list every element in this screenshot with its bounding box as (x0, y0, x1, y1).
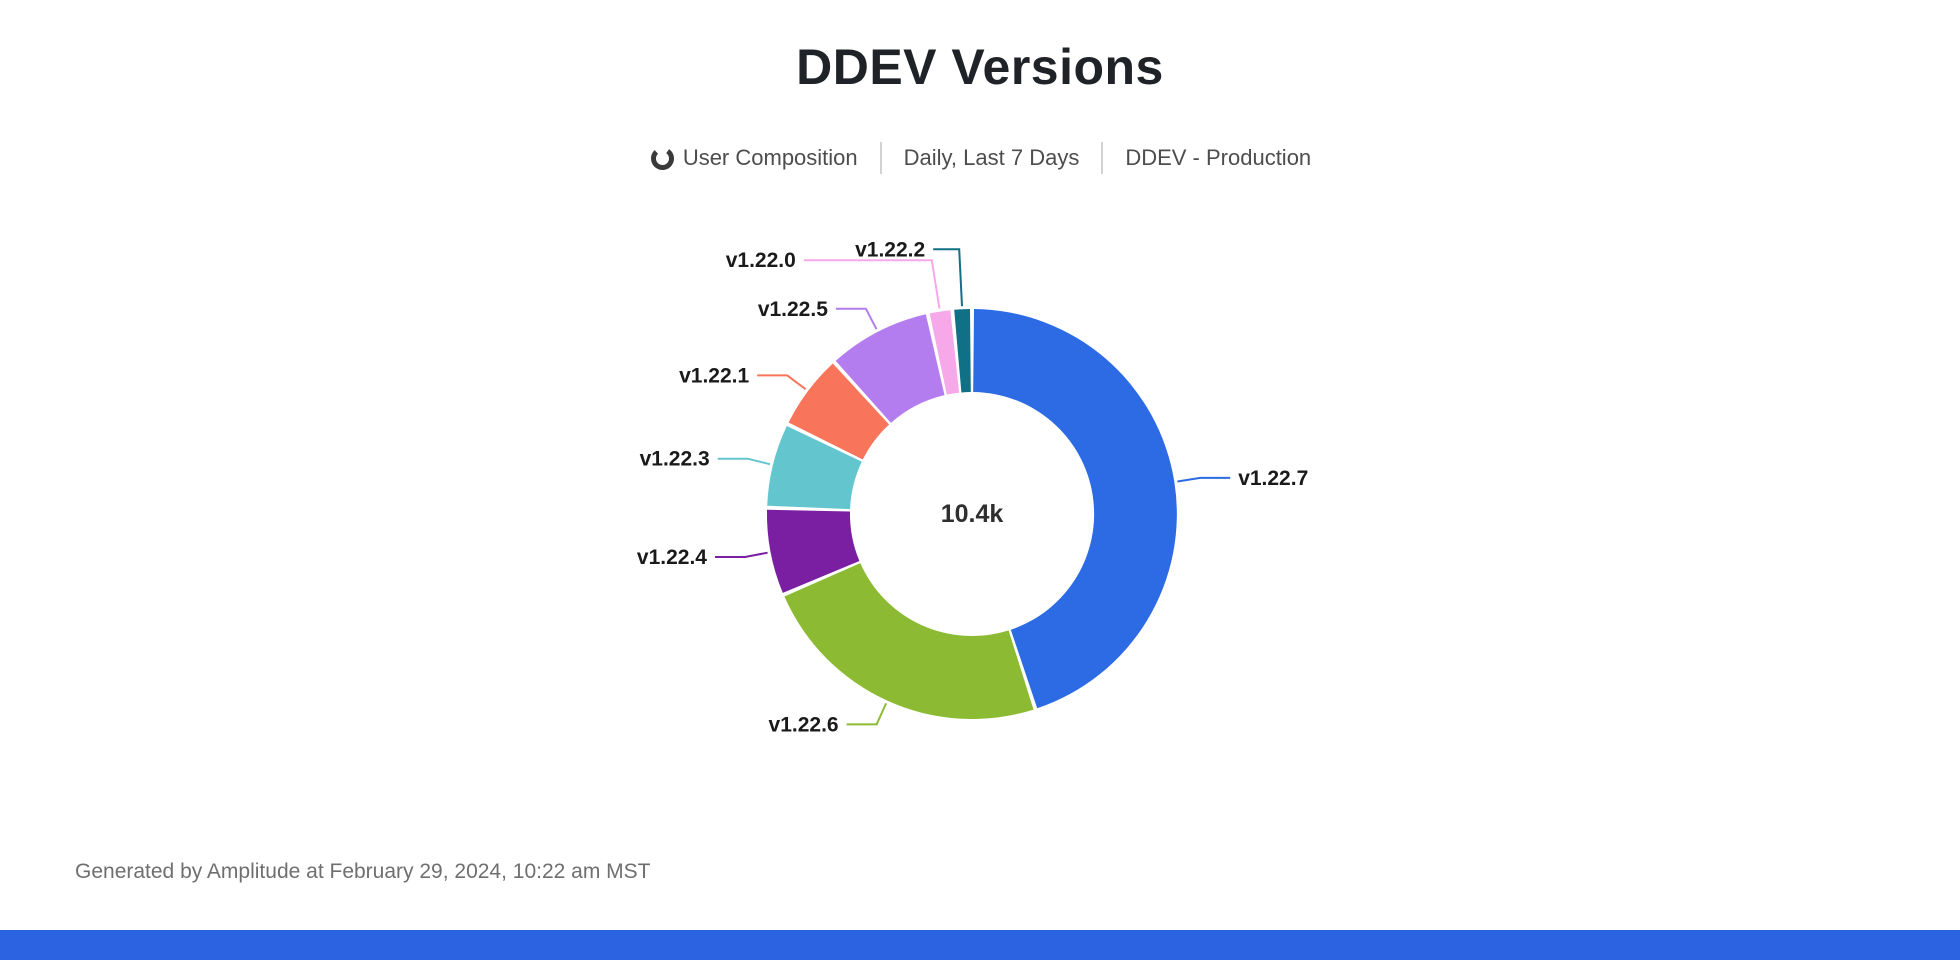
page-title: DDEV Versions (796, 39, 1164, 95)
donut-chart-icon (649, 145, 676, 172)
donut-slice-v1.22.7 (973, 309, 1177, 709)
callout-line-v1.22.7 (1177, 476, 1231, 483)
chart-type-label: User Composition (682, 145, 858, 170)
date-range-label: Daily, Last 7 Days (903, 145, 1080, 170)
generated-by-note: Generated by Amplitude at February 29, 2… (75, 860, 651, 883)
slice-label-v1.22.7: v1.22.7 (1238, 467, 1308, 490)
chart-type: User Composition (649, 145, 858, 172)
callout-line-v1.22.3 (717, 457, 771, 466)
subtitle-divider (1101, 142, 1104, 174)
slice-label-v1.22.6: v1.22.6 (769, 713, 839, 736)
callout-line-v1.22.4 (715, 551, 768, 558)
slice-label-v1.22.4: v1.22.4 (637, 546, 707, 569)
chart-subtitle-row: User Composition Daily, Last 7 Days DDEV… (0, 142, 1960, 174)
donut-center-total: 10.4k (941, 500, 1004, 528)
subtitle-divider (879, 142, 882, 174)
donut-slices (766, 309, 1177, 720)
donut-slice-v1.22.1 (788, 363, 890, 460)
callout-line-v1.22.2 (933, 248, 963, 307)
donut-slice-v1.22.2 (954, 309, 971, 393)
callout-line-v1.22.6 (846, 702, 888, 726)
callout-line-v1.22.5 (835, 307, 878, 330)
slice-label-v1.22.3: v1.22.3 (640, 448, 710, 471)
slice-label-v1.22.5: v1.22.5 (758, 298, 828, 321)
slice-label-v1.22.1: v1.22.1 (679, 364, 749, 387)
brand-accent-bar (0, 930, 1960, 960)
donut-slice-v1.22.5 (835, 314, 945, 423)
project-label: DDEV - Production (1125, 145, 1312, 170)
slice-label-v1.22.2: v1.22.2 (855, 238, 925, 261)
callout-line-v1.22.0 (803, 259, 941, 309)
donut-callout-labels: v1.22.7 v1.22.6 v1.22.4 v1.22.3 v1.22.1 v1.22… (637, 238, 1308, 736)
donut-slice-v1.22.3 (767, 426, 862, 510)
slice-label-v1.22.0: v1.22.0 (726, 249, 796, 272)
donut-slice-v1.22.6 (784, 563, 1034, 720)
callout-line-v1.22.1 (757, 374, 807, 391)
donut-slice-v1.22.0 (929, 310, 960, 395)
donut-slice-v1.22.4 (766, 509, 860, 593)
